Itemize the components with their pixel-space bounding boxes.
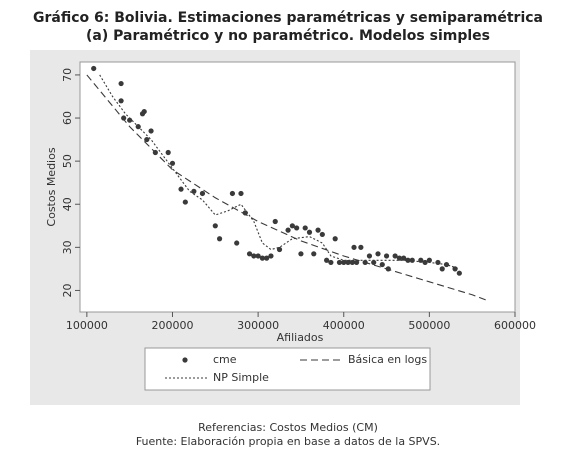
point xyxy=(294,225,300,231)
point xyxy=(289,223,295,229)
point xyxy=(319,231,325,238)
point xyxy=(127,117,133,123)
point xyxy=(91,65,97,72)
x-tick-label: 400000 xyxy=(323,319,365,332)
x-tick-label: 500000 xyxy=(408,319,450,332)
chart-subtitle: (a) Paramétrico y no paramétrico. Modelo… xyxy=(86,28,490,44)
point xyxy=(118,80,124,87)
point xyxy=(121,115,127,121)
point xyxy=(409,257,415,263)
point xyxy=(234,240,240,246)
point xyxy=(401,255,407,261)
point xyxy=(328,259,334,266)
chart-title: Gráfico 6: Bolivia. Estimaciones paramét… xyxy=(33,10,543,26)
y-tick-label: 30 xyxy=(61,240,74,254)
point xyxy=(353,259,360,266)
point xyxy=(439,266,445,272)
line xyxy=(99,74,460,270)
point xyxy=(229,190,236,197)
legend-label: NP Simple xyxy=(213,371,269,384)
legend xyxy=(144,347,431,391)
point xyxy=(212,223,218,229)
point xyxy=(366,253,373,259)
line xyxy=(86,74,490,302)
legend-label: cme xyxy=(213,353,237,366)
x-tick-label: 100000 xyxy=(66,319,108,332)
y-axis-label: Costos Medios xyxy=(45,147,58,226)
point xyxy=(396,255,402,261)
y-tick-label: 70 xyxy=(61,68,74,82)
x-tick-label: 600000 xyxy=(494,319,536,332)
point xyxy=(178,186,184,192)
point xyxy=(302,225,308,231)
point xyxy=(383,253,390,259)
point xyxy=(311,251,317,257)
point xyxy=(371,259,377,266)
point xyxy=(358,244,364,250)
point xyxy=(118,98,124,104)
point xyxy=(255,253,261,259)
source: Fuente: Elaboración propia en base a dat… xyxy=(136,435,440,448)
point xyxy=(182,199,188,205)
point xyxy=(443,261,450,268)
point xyxy=(426,257,432,263)
point xyxy=(246,251,253,257)
point xyxy=(341,259,347,266)
point xyxy=(315,227,321,233)
point xyxy=(264,255,270,261)
point xyxy=(148,128,154,134)
y-tick-label: 50 xyxy=(61,154,74,168)
point xyxy=(375,251,381,257)
point xyxy=(191,188,197,194)
point xyxy=(251,253,257,259)
point xyxy=(349,259,355,266)
point xyxy=(216,236,223,242)
legend-label: Básica en logs xyxy=(348,353,427,366)
point xyxy=(238,190,244,197)
point xyxy=(144,136,150,143)
point xyxy=(199,190,206,197)
point xyxy=(165,149,171,156)
point xyxy=(141,108,147,115)
point xyxy=(405,257,411,263)
point xyxy=(285,227,291,233)
point xyxy=(379,261,385,268)
references: Referencias: Costos Medios (CM) xyxy=(198,421,378,434)
point xyxy=(392,253,398,259)
point xyxy=(351,244,357,250)
x-axis-label: Afiliados xyxy=(277,331,324,344)
point xyxy=(169,160,176,166)
point xyxy=(272,218,278,225)
y-tick-label: 60 xyxy=(61,111,74,125)
point xyxy=(456,270,462,276)
point xyxy=(345,259,351,266)
point xyxy=(298,251,304,257)
x-tick-label: 200000 xyxy=(151,319,193,332)
point xyxy=(435,259,441,266)
point xyxy=(306,229,313,235)
y-tick-label: 20 xyxy=(61,283,74,297)
y-tick-label: 40 xyxy=(61,197,74,211)
point xyxy=(336,259,343,266)
legend-marker xyxy=(182,357,188,363)
point xyxy=(324,257,330,263)
point xyxy=(332,236,338,242)
plot-area xyxy=(79,61,516,313)
point xyxy=(259,255,265,261)
x-tick-label: 300000 xyxy=(237,319,279,332)
point xyxy=(268,253,274,259)
